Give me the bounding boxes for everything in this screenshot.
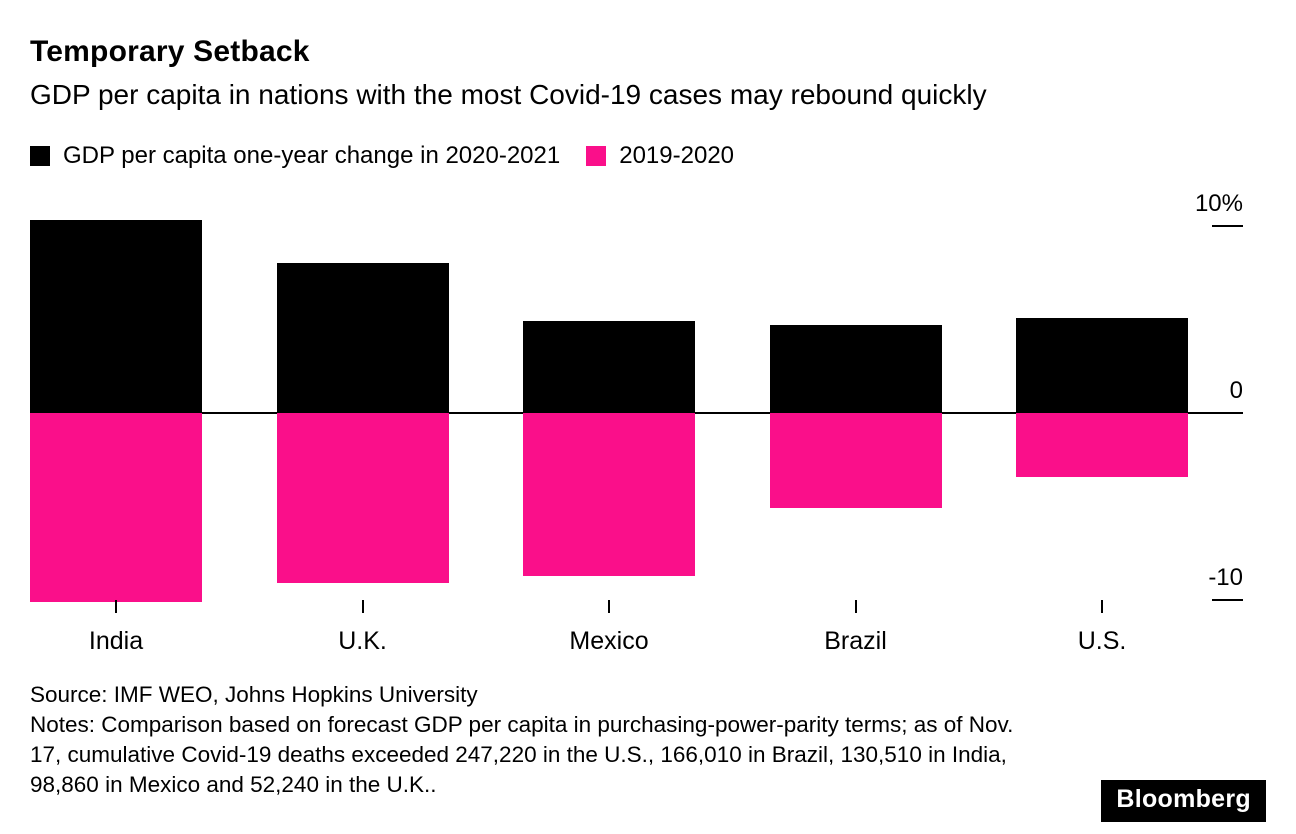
- category-tick: [608, 600, 610, 613]
- category-tick: [1101, 600, 1103, 613]
- plot-area: 10% 0 -10 India U.K. Mexico Brazil U.S.: [30, 190, 1243, 666]
- bar-negative-brazil: [769, 413, 942, 509]
- legend-label: 2019-2020: [619, 142, 735, 169]
- y-axis-label: 10%: [1194, 190, 1243, 217]
- bar-negative-uk: [276, 413, 449, 584]
- notes-line: Notes: Comparison based on forecast GDP …: [30, 712, 1014, 797]
- page-subtitle: GDP per capita in nations with the most …: [30, 79, 987, 110]
- bar-negative-us: [1016, 413, 1188, 477]
- bloomberg-logo: Bloomberg: [1101, 780, 1266, 822]
- y-axis-tick: [1212, 599, 1243, 601]
- chart-footer: Source: IMF WEO, Johns Hopkins Universit…: [30, 680, 1266, 800]
- legend-item-2020-2021: GDP per capita one-year change in 2020-2…: [30, 142, 560, 170]
- y-axis-label: -10: [1208, 564, 1243, 591]
- bar-positive-uk: [276, 263, 449, 413]
- y-axis-label: 0: [1229, 377, 1243, 404]
- bar-negative-india: [30, 413, 202, 602]
- category-label: India: [88, 627, 144, 655]
- category-tick: [115, 600, 117, 613]
- category-label: Brazil: [824, 627, 887, 655]
- category-tick: [361, 600, 364, 613]
- bar-negative-mexico: [523, 413, 695, 576]
- y-axis-tick: [1212, 225, 1243, 227]
- legend-label: GDP per capita one-year change in 2020-2…: [63, 142, 561, 169]
- legend-swatch-black: [30, 146, 50, 166]
- bar-positive-mexico: [523, 321, 695, 413]
- bar-positive-us: [1016, 317, 1188, 413]
- page-title: Temporary Setback: [30, 35, 310, 68]
- bar-positive-brazil: [769, 325, 942, 413]
- category-label: U.S.: [1077, 627, 1127, 655]
- bar-positive-india: [30, 220, 202, 413]
- legend-item-2019-2020: 2019-2020: [586, 142, 734, 170]
- category-label: U.K.: [338, 627, 387, 655]
- chart-legend: GDP per capita one-year change in 2020-2…: [30, 142, 1266, 170]
- category-label: Mexico: [569, 627, 649, 655]
- legend-swatch-pink: [586, 146, 607, 166]
- source-line: Source: IMF WEO, Johns Hopkins Universit…: [30, 682, 478, 707]
- category-tick: [854, 600, 857, 613]
